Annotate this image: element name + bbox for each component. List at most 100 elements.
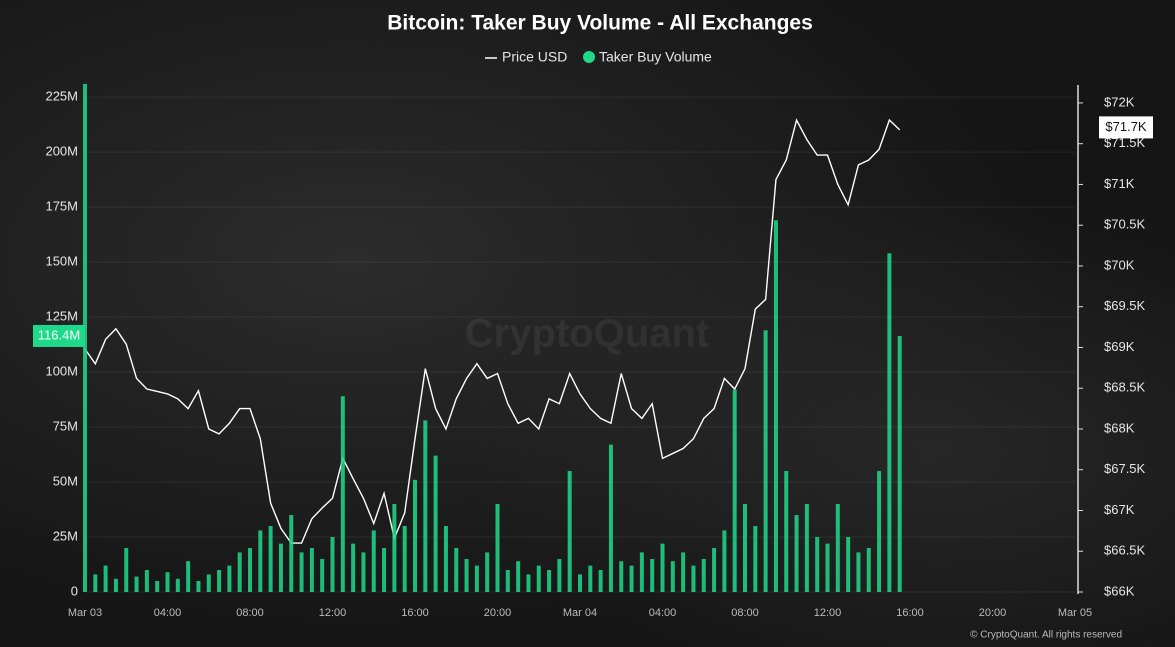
volume-bar — [340, 396, 345, 592]
volume-bar — [567, 471, 572, 592]
legend-label: Taker Buy Volume — [599, 49, 712, 65]
volume-bar — [650, 559, 655, 592]
volume-bar — [835, 504, 840, 592]
volume-bar — [361, 552, 366, 592]
value-badge — [33, 324, 85, 347]
volume-bar — [526, 574, 531, 592]
y2-tick-label: $71.5K — [1104, 135, 1146, 150]
volume-bar — [443, 526, 448, 592]
y2-tick-label: $68K — [1104, 420, 1135, 435]
volume-bar — [722, 530, 727, 592]
volume-bar — [227, 565, 232, 592]
volume-bar — [794, 515, 799, 592]
volume-bar — [93, 574, 98, 592]
volume-bar — [588, 565, 593, 592]
y-tick-label: 225M — [45, 89, 78, 104]
volume-bar — [351, 543, 356, 592]
volume-bar — [660, 543, 665, 592]
x-tick-label: Mar 04 — [563, 607, 597, 619]
volume-bar — [485, 552, 490, 592]
x-tick-label: 08:00 — [236, 607, 264, 619]
x-tick-label: 04:00 — [649, 607, 677, 619]
volume-bar — [309, 548, 314, 592]
y2-tick-label: $72K — [1104, 94, 1135, 109]
volume-bar — [753, 526, 758, 592]
volume-bar — [825, 543, 830, 592]
volume-bar — [474, 565, 479, 592]
volume-bar — [743, 504, 747, 592]
volume-bar — [454, 548, 459, 592]
volume-bar — [547, 570, 552, 592]
volume-bar — [578, 574, 582, 592]
volume-bar — [320, 559, 325, 592]
y2-tick-label: $69.5K — [1104, 298, 1146, 313]
volume-bar — [866, 548, 871, 592]
y-tick-label: 25M — [53, 528, 78, 543]
volume-bar — [629, 565, 634, 592]
volume-bar — [856, 552, 861, 592]
value-badge — [1099, 116, 1153, 139]
chart-title: Bitcoin: Taker Buy Volume - All Exchange… — [387, 12, 813, 35]
x-tick-label: Mar 05 — [1058, 607, 1092, 619]
volume-bar — [392, 504, 397, 592]
volume-bar — [464, 559, 469, 592]
volume-bar — [877, 471, 882, 592]
y2-tick-label: $67.5K — [1104, 461, 1146, 476]
y-tick-label: 75M — [53, 418, 78, 433]
x-tick-label: Mar 03 — [68, 607, 102, 619]
x-tick-label: 20:00 — [979, 607, 1007, 619]
volume-bar — [382, 548, 387, 592]
volume-bar — [784, 471, 789, 592]
y-tick-label: 100M — [45, 363, 78, 378]
volume-bar — [103, 565, 108, 592]
volume-bar — [763, 330, 768, 592]
value-badge-label: $71.7K — [1105, 119, 1147, 134]
y2-tick-label: $70.5K — [1104, 217, 1146, 232]
x-tick-label: 16:00 — [401, 607, 429, 619]
volume-bar — [887, 253, 892, 592]
volume-bar — [165, 572, 170, 592]
y2-tick-label: $66K — [1104, 583, 1135, 598]
y2-tick-label: $68.5K — [1104, 380, 1146, 395]
volume-bar — [124, 548, 129, 592]
volume-bar — [804, 504, 809, 592]
volume-bar — [495, 504, 500, 592]
volume-bar — [815, 537, 820, 592]
volume-bar — [557, 559, 562, 592]
y2-tick-label: $70K — [1104, 257, 1135, 272]
y-tick-label: 50M — [53, 473, 78, 488]
x-tick-label: 12:00 — [319, 607, 347, 619]
y-tick-label: 125M — [45, 308, 78, 323]
volume-bar — [423, 420, 428, 592]
volume-bar — [681, 552, 686, 592]
volume-bar — [330, 537, 335, 592]
volume-bar — [773, 220, 778, 592]
volume-bar — [433, 455, 438, 592]
volume-bar — [206, 574, 211, 592]
volume-bar — [113, 578, 118, 592]
volume-bar — [268, 526, 273, 592]
volume-bar — [248, 548, 252, 592]
y2-tick-label: $66.5K — [1104, 543, 1146, 558]
volume-bar — [371, 530, 376, 592]
y-tick-label: 200M — [45, 144, 78, 159]
volume-bar — [134, 576, 139, 592]
footer: © CryptoQuant. All rights reserved — [970, 630, 1122, 641]
volume-bar — [536, 565, 541, 592]
volume-bar — [175, 578, 180, 592]
volume-bar — [196, 581, 201, 592]
volume-bar — [299, 552, 304, 592]
volume-bar — [217, 570, 222, 592]
volume-bar — [516, 561, 521, 592]
y2-tick-label: $67K — [1104, 502, 1135, 517]
volume-bar — [598, 570, 603, 592]
volume-bar — [897, 335, 902, 592]
x-tick-label: 12:00 — [814, 607, 842, 619]
y-tick-label: 150M — [45, 254, 78, 269]
volume-bar — [144, 570, 149, 592]
volume-bar — [670, 561, 675, 592]
volume-bar — [186, 561, 191, 592]
volume-bar — [155, 581, 160, 592]
volume-bar — [639, 552, 644, 592]
